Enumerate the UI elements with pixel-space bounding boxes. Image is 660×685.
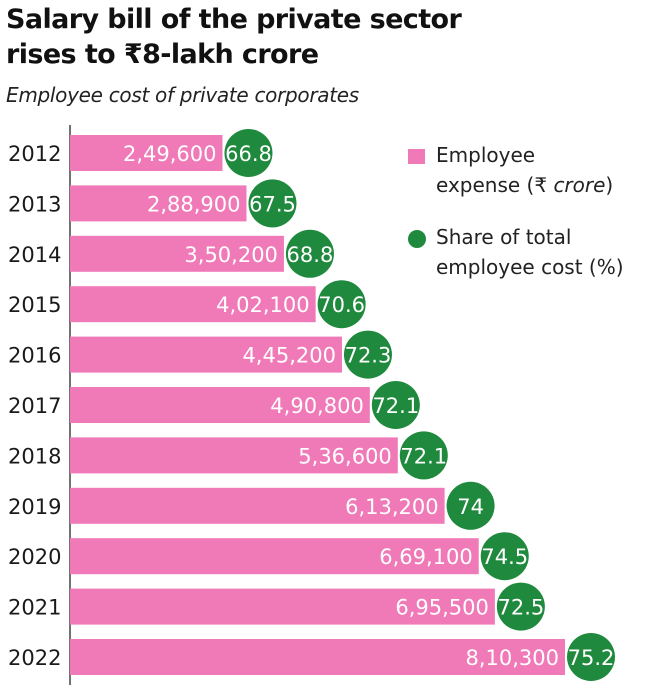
expense-value-label: 5,36,600 xyxy=(298,444,392,468)
year-label: 2019 xyxy=(8,495,61,519)
expense-bar xyxy=(70,588,495,625)
expense-bar xyxy=(70,639,565,675)
year-label: 2012 xyxy=(8,142,61,166)
share-dot xyxy=(567,633,615,681)
share-value-label: 72.5 xyxy=(497,596,544,620)
share-value-label: 72.1 xyxy=(400,444,447,468)
share-dot xyxy=(285,229,334,278)
legend-swatch-share xyxy=(408,230,426,248)
share-dot xyxy=(317,280,366,329)
expense-value-label: 6,13,200 xyxy=(345,495,439,519)
share-value-label: 68.8 xyxy=(287,243,334,267)
share-value-label: 74.5 xyxy=(481,545,528,569)
share-value-label: 67.5 xyxy=(249,192,296,216)
expense-bar xyxy=(70,185,247,222)
year-label: 2014 xyxy=(8,243,61,267)
expense-value-label: 6,69,100 xyxy=(379,545,473,569)
year-label: 2017 xyxy=(8,394,61,418)
legend-share-line1: Share of total xyxy=(436,225,572,249)
title-line-1: Salary bill of the private sector xyxy=(6,4,462,35)
share-dot xyxy=(343,330,392,379)
share-dot xyxy=(224,129,273,177)
expense-value-label: 2,49,600 xyxy=(123,142,217,166)
year-label: 2016 xyxy=(8,344,61,368)
year-label: 2018 xyxy=(8,444,61,468)
share-dot xyxy=(399,431,448,480)
legend-expense-suffix: ) xyxy=(605,173,614,197)
share-value-label: 72.3 xyxy=(345,344,392,368)
year-label: 2015 xyxy=(8,293,61,317)
bars-layer: 2012 2,49,600 66.8 2013 2,88,900 67.5 2014 3,50… xyxy=(8,129,615,681)
legend-expense-line2: expense (₹ crore) xyxy=(436,170,658,200)
share-dot xyxy=(248,179,297,228)
expense-value-label: 3,50,200 xyxy=(184,243,278,267)
chart-subtitle: Employee cost of private corporates xyxy=(6,83,359,107)
expense-bar xyxy=(70,286,316,323)
expense-bar xyxy=(70,437,398,474)
legend-item-expense: Employee expense (₹ crore) xyxy=(408,140,658,200)
share-dot xyxy=(496,582,545,631)
legend-share-line2: employee cost (%) xyxy=(436,255,624,279)
year-label: 2013 xyxy=(8,192,61,216)
legend-expense-line1: Employee xyxy=(436,143,536,167)
title-line-2: rises to ₹8-lakh crore xyxy=(6,39,319,70)
year-label: 2021 xyxy=(8,596,61,620)
legend-expense-unit: crore xyxy=(553,173,606,197)
expense-value-label: 8,10,300 xyxy=(465,646,559,670)
expense-bar xyxy=(70,387,370,423)
legend-item-share: Share of total employee cost (%) xyxy=(408,222,658,282)
expense-value-label: 4,90,800 xyxy=(270,394,364,418)
expense-value-label: 4,45,200 xyxy=(242,344,336,368)
expense-bar xyxy=(70,336,342,373)
chart-title: Salary bill of the private sector rises … xyxy=(6,2,526,72)
share-value-label: 66.8 xyxy=(225,142,272,166)
expense-value-label: 2,88,900 xyxy=(147,192,241,216)
legend-swatch-expense xyxy=(408,149,425,164)
legend: Employee expense (₹ crore) Share of tota… xyxy=(408,140,658,304)
year-label: 2020 xyxy=(8,545,61,569)
legend-expense-prefix: expense (₹ xyxy=(436,173,554,197)
share-dot xyxy=(371,381,420,429)
share-dot xyxy=(480,532,529,581)
expense-value-label: 6,95,500 xyxy=(395,596,489,620)
expense-bar xyxy=(70,135,223,171)
share-dot xyxy=(446,481,495,530)
share-value-label: 75.2 xyxy=(568,646,615,670)
share-value-label: 72.1 xyxy=(372,394,419,418)
expense-value-label: 4,02,100 xyxy=(216,293,310,317)
expense-bar xyxy=(70,235,284,272)
share-value-label: 70.6 xyxy=(318,293,365,317)
expense-bar xyxy=(70,487,445,524)
expense-bar xyxy=(70,538,479,575)
year-label: 2022 xyxy=(8,646,61,670)
share-value-label: 74 xyxy=(457,495,484,519)
